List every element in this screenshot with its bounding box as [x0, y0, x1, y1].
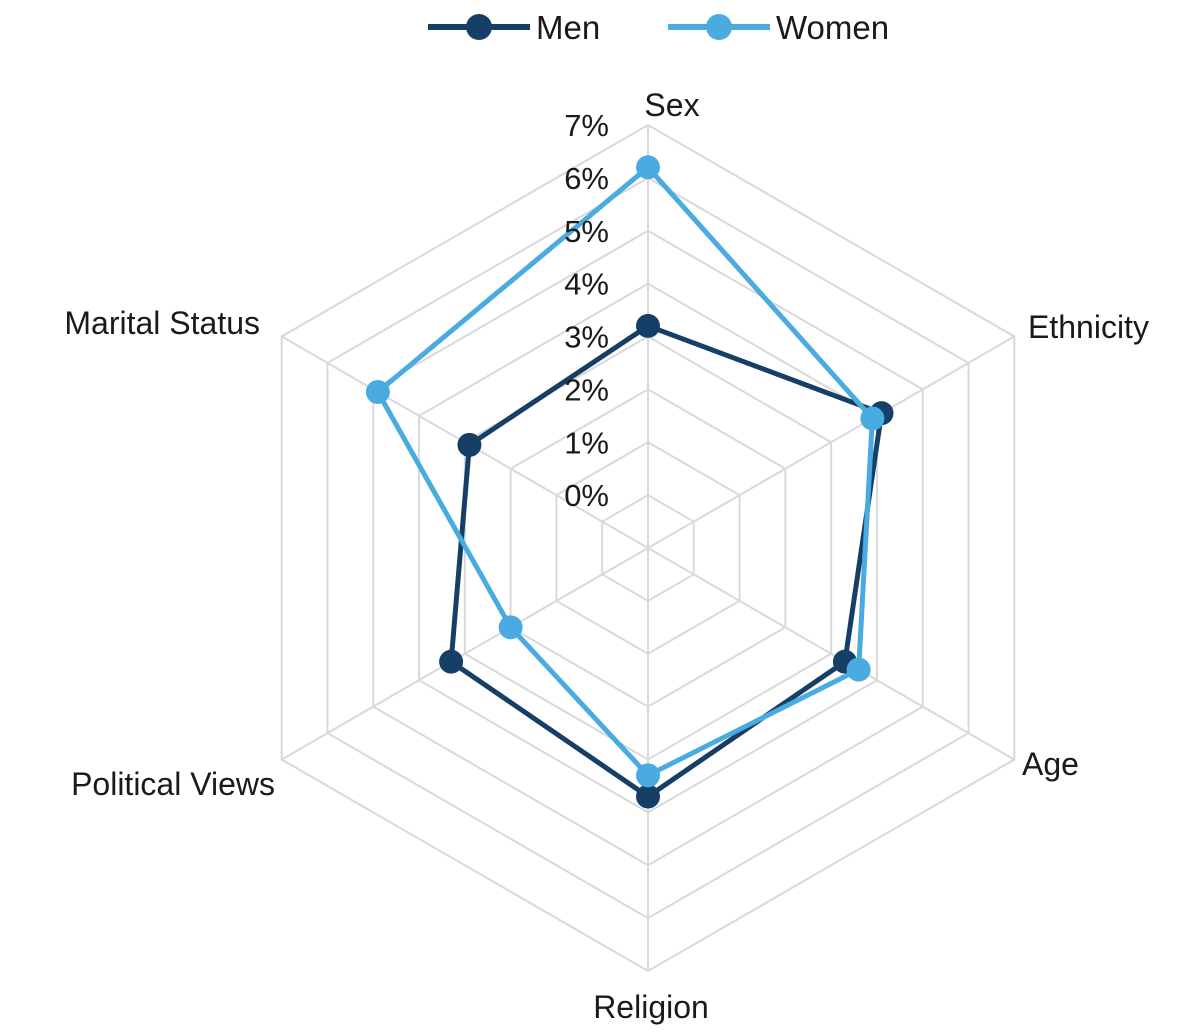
tick-label: 0%	[564, 478, 609, 513]
data-point-women[interactable]	[636, 155, 660, 180]
axis-label-religion: Religion	[593, 989, 709, 1025]
data-point-men[interactable]	[457, 432, 482, 457]
tick-label: 5%	[564, 214, 609, 249]
data-point-women[interactable]	[498, 615, 523, 640]
data-point-men[interactable]	[636, 313, 660, 338]
data-point-women[interactable]	[636, 763, 660, 788]
tick-label: 3%	[564, 320, 609, 355]
series-line-men	[448, 323, 885, 800]
axis-label-marital-status: Marital Status	[64, 305, 260, 341]
axis-label-age: Age	[1022, 746, 1079, 782]
legend-label-men: Men	[536, 9, 600, 46]
data-point-women[interactable]	[365, 380, 390, 405]
legend-marker-men	[466, 14, 492, 40]
tick-labels: 0% 1% 2% 3% 4% 5% 6% 7%	[564, 108, 609, 513]
spokes	[281, 125, 1015, 971]
tick-label: 4%	[564, 267, 609, 302]
tick-label: 2%	[564, 372, 609, 407]
legend-marker-women	[706, 14, 732, 40]
axis-labels: Sex Ethnicity Age Religion Political Vie…	[64, 87, 1149, 1025]
tick-label: 1%	[564, 425, 609, 460]
data-point-men[interactable]	[636, 784, 660, 809]
data-point-women[interactable]	[846, 657, 871, 682]
spoke-line	[647, 547, 1015, 761]
spoke-line	[647, 335, 1015, 549]
series-women	[365, 155, 885, 788]
legend-item-women[interactable]: Women	[668, 9, 889, 46]
axis-label-political-views: Political Views	[71, 766, 275, 802]
tick-label: 7%	[564, 108, 609, 143]
legend-label-women: Women	[776, 9, 889, 46]
axis-label-sex: Sex	[644, 87, 699, 123]
series-group	[365, 155, 894, 809]
axis-label-ethnicity: Ethnicity	[1028, 309, 1149, 345]
series-line-women	[375, 164, 875, 778]
legend-item-men[interactable]: Men	[428, 9, 600, 46]
data-point-men[interactable]	[439, 649, 464, 674]
data-point-women[interactable]	[860, 406, 885, 431]
spoke-line	[281, 547, 649, 761]
series-men	[439, 313, 894, 809]
legend: Men Women	[428, 9, 889, 46]
tick-label: 6%	[564, 161, 609, 196]
